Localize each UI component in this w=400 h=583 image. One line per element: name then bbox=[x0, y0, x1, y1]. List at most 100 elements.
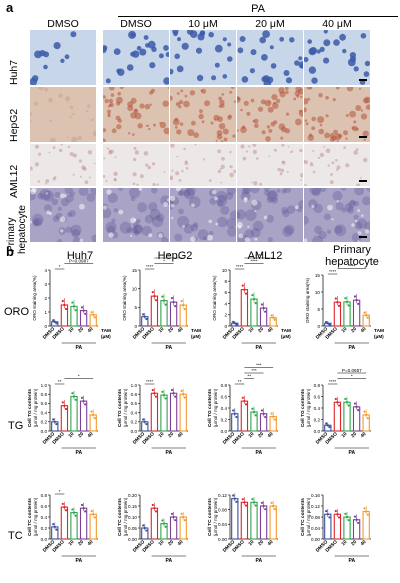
y-tick-label: 0.15 bbox=[128, 504, 137, 509]
y-tick-label: 0 bbox=[317, 324, 320, 329]
data-point bbox=[328, 516, 331, 519]
y-tick-label: 0.00 bbox=[311, 537, 320, 542]
chart-col-title-hepg2: HepG2 bbox=[157, 250, 193, 262]
pa-label: PA bbox=[256, 345, 263, 351]
tam-unit: (μM) bbox=[281, 334, 291, 339]
data-point bbox=[161, 519, 164, 522]
data-point bbox=[174, 395, 177, 398]
y-axis-unit: (μmol / mg protein) bbox=[123, 497, 128, 536]
data-point bbox=[90, 311, 93, 314]
data-point bbox=[61, 299, 64, 303]
data-point bbox=[365, 413, 368, 416]
data-point bbox=[153, 295, 156, 298]
data-point bbox=[264, 415, 267, 419]
bar bbox=[60, 506, 69, 540]
y-tick-label: 10 bbox=[222, 268, 228, 273]
data-point bbox=[170, 512, 174, 515]
x-tick-label: 10 bbox=[157, 539, 165, 547]
data-point bbox=[53, 420, 56, 423]
data-point bbox=[363, 311, 366, 314]
y-tick-label: 0.00 bbox=[128, 537, 137, 542]
tam-unit: (μM) bbox=[101, 334, 111, 339]
micrograph-aml12-2 bbox=[170, 144, 236, 186]
y-tick-label: 4 bbox=[224, 301, 227, 306]
x-tick-label: 10 bbox=[247, 431, 255, 439]
micrograph-hepg2-0 bbox=[30, 87, 96, 142]
data-point bbox=[353, 515, 357, 518]
data-point bbox=[164, 397, 167, 400]
y-tick-label: 2 bbox=[44, 296, 47, 301]
bar bbox=[333, 401, 342, 432]
micrograph-primary-2 bbox=[170, 188, 236, 242]
data-point bbox=[272, 415, 275, 418]
pa-label: PA bbox=[166, 450, 173, 456]
y-tick-label: 0.0 bbox=[221, 429, 228, 434]
bar bbox=[250, 501, 258, 540]
y-tick-label: 0.0 bbox=[41, 537, 48, 542]
y-tick-label: 0.4 bbox=[221, 406, 228, 411]
data-point bbox=[345, 401, 349, 404]
data-point bbox=[61, 502, 64, 506]
panel-b-label: b bbox=[6, 244, 14, 259]
data-point bbox=[80, 503, 84, 507]
data-point bbox=[84, 312, 87, 315]
data-point bbox=[182, 515, 185, 519]
data-point bbox=[170, 296, 174, 300]
bar bbox=[150, 392, 159, 432]
data-point bbox=[145, 422, 148, 426]
data-point bbox=[363, 410, 366, 413]
data-point bbox=[344, 512, 347, 515]
data-point bbox=[142, 524, 145, 527]
micrograph-aml12-0 bbox=[30, 144, 96, 186]
data-point bbox=[251, 498, 254, 501]
data-point bbox=[273, 318, 276, 321]
data-point bbox=[82, 309, 85, 312]
x-tick-label: 40 bbox=[177, 431, 185, 439]
data-point bbox=[366, 417, 369, 420]
bar bbox=[169, 392, 178, 432]
data-point bbox=[244, 504, 248, 507]
data-point bbox=[164, 525, 167, 528]
x-tick-label: 20 bbox=[350, 326, 358, 334]
data-point bbox=[363, 507, 366, 510]
data-point bbox=[325, 509, 328, 513]
data-point bbox=[90, 410, 93, 413]
chart-col-title-aml12: AML12 bbox=[247, 250, 283, 262]
pa-label: PA bbox=[166, 558, 173, 564]
y-tick-label: 0.2 bbox=[221, 417, 228, 422]
data-point bbox=[92, 513, 95, 516]
data-point bbox=[365, 510, 368, 513]
data-point bbox=[347, 304, 350, 307]
sig-label: *** bbox=[166, 253, 172, 258]
x-tick-label: 10 bbox=[67, 326, 75, 334]
data-point bbox=[80, 396, 84, 399]
y-tick-label: 0.0 bbox=[314, 429, 321, 434]
data-point bbox=[53, 320, 56, 323]
y-tick-label: 1.0 bbox=[131, 383, 138, 388]
data-point bbox=[357, 521, 360, 525]
data-point bbox=[72, 305, 76, 308]
data-point bbox=[353, 402, 357, 405]
data-point bbox=[326, 322, 329, 325]
data-point bbox=[325, 422, 328, 425]
data-point bbox=[143, 420, 146, 423]
y-axis-label: ORO staining area(%) bbox=[32, 275, 37, 321]
data-point bbox=[71, 301, 74, 304]
y-tick-label: 0.08 bbox=[311, 515, 320, 520]
data-point bbox=[80, 306, 84, 309]
data-point bbox=[270, 314, 273, 317]
y-axis-unit: (μmol / mg protein) bbox=[306, 388, 311, 427]
data-point bbox=[153, 392, 156, 395]
y-axis-label: Cell TG contents bbox=[207, 389, 213, 427]
x-tick-label: 20 bbox=[77, 326, 85, 334]
data-point bbox=[235, 415, 238, 419]
y-axis-label: Cell TC contents bbox=[300, 498, 306, 536]
pa-group-label: PA bbox=[251, 3, 265, 15]
x-tick-label: 10 bbox=[67, 539, 75, 547]
data-point bbox=[344, 397, 347, 401]
data-point bbox=[353, 295, 357, 298]
data-point bbox=[92, 413, 95, 416]
tam-label: TAM bbox=[281, 328, 291, 334]
y-tick-label: 0 bbox=[44, 324, 47, 329]
y-tick-label: 0.20 bbox=[128, 493, 137, 498]
